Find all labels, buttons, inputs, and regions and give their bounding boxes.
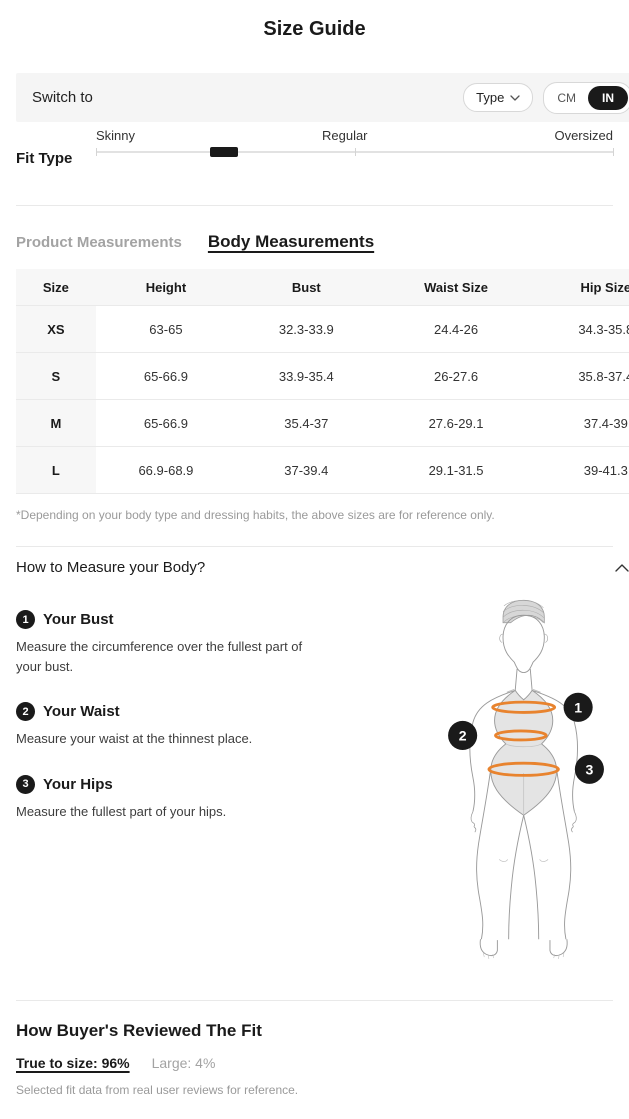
svg-text:2: 2 [459,728,467,744]
svg-text:3: 3 [585,761,593,777]
svg-text:1: 1 [574,699,582,715]
